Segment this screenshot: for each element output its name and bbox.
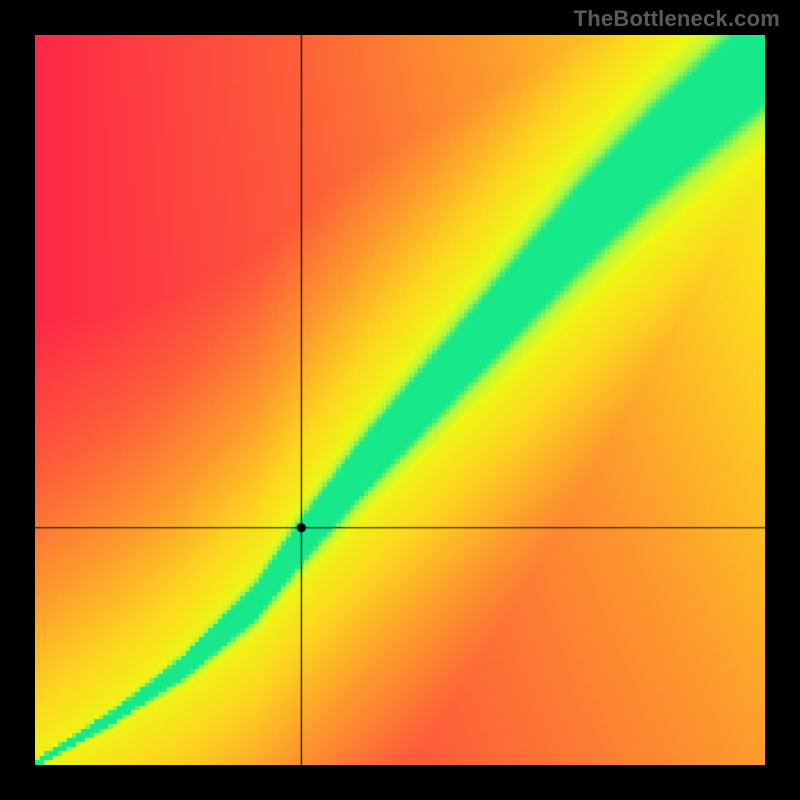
bottleneck-heatmap bbox=[35, 35, 765, 765]
watermark-text: TheBottleneck.com bbox=[574, 6, 780, 32]
